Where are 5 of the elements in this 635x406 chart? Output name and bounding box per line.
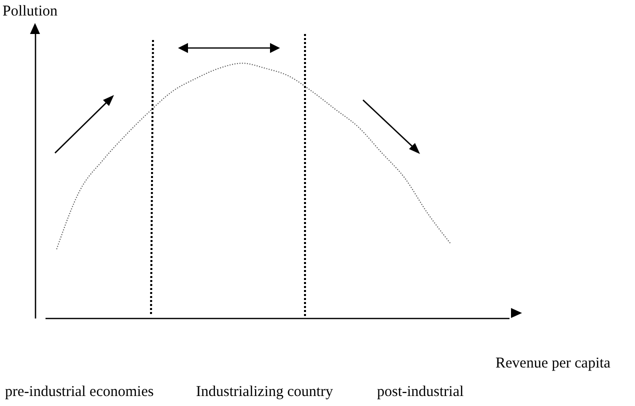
text: Industrializing country bbox=[196, 384, 334, 401]
text: pre-industrial economies bbox=[5, 384, 154, 401]
y-axis-title: Pollution bbox=[2, 4, 58, 20]
x-axis-title: Revenue per capita bbox=[496, 356, 611, 372]
text: post-industrial bbox=[377, 384, 464, 401]
